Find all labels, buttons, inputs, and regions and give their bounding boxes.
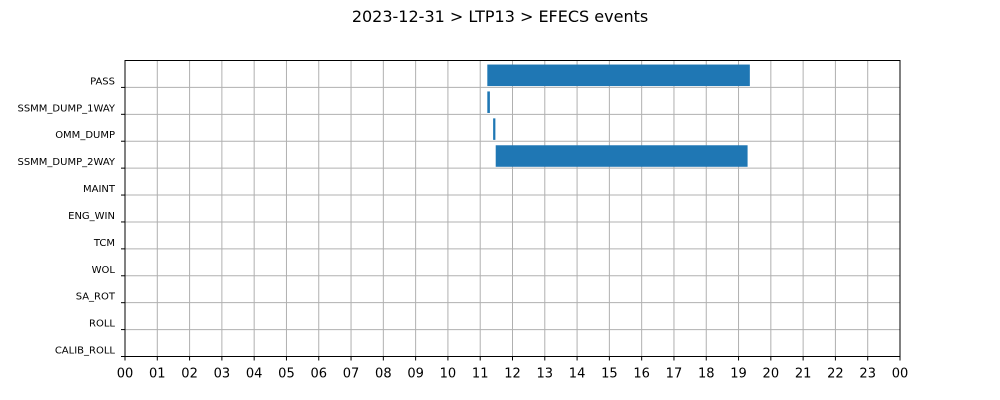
y-axis-ticks: PASS SSMM_DUMP_1WAY OMM_DUMP SSMM_DUMP_2WAY… xyxy=(17,76,125,357)
x-tick-label: 06 xyxy=(310,367,327,382)
event-bar-omm-dump xyxy=(493,118,496,140)
event-bar-ssmm-dump-2way xyxy=(495,145,748,167)
x-tick-label: 02 xyxy=(181,367,198,382)
y-tick-label: OMM_DUMP xyxy=(55,130,115,141)
x-tick-label: 15 xyxy=(601,367,618,382)
x-tick-label: 08 xyxy=(375,367,392,382)
y-tick-label: WOL xyxy=(92,265,116,276)
y-tick-label: CALIB_ROLL xyxy=(55,346,116,357)
event-bar-ssmm-dump-1way xyxy=(487,91,490,113)
x-tick-label: 19 xyxy=(730,367,747,382)
x-axis-ticks: 00 01 02 03 04 05 06 07 08 09 10 11 12 13 14 15 16 17 18 19… xyxy=(117,356,909,382)
x-tick-label: 11 xyxy=(472,367,489,382)
x-tick-label: 16 xyxy=(633,367,650,382)
x-tick-label: 23 xyxy=(859,367,876,382)
x-tick-label: 10 xyxy=(440,367,457,382)
x-tick-label: 18 xyxy=(698,367,715,382)
x-tick-label: 21 xyxy=(795,367,812,382)
x-tick-label: 00 xyxy=(892,367,909,382)
y-tick-label: TCM xyxy=(93,238,115,249)
y-tick-label: ROLL xyxy=(89,319,115,330)
x-tick-label: 20 xyxy=(763,367,780,382)
grid-lines xyxy=(124,60,901,357)
x-tick-label: 07 xyxy=(343,367,360,382)
y-tick-label: MAINT xyxy=(83,184,116,195)
x-tick-label: 03 xyxy=(214,367,231,382)
x-tick-label: 17 xyxy=(666,367,683,382)
y-tick-label: PASS xyxy=(90,76,115,87)
y-tick-label: SA_ROT xyxy=(76,292,116,303)
x-tick-label: 12 xyxy=(504,367,521,382)
x-tick-label: 14 xyxy=(569,367,586,382)
event-bars xyxy=(487,64,750,167)
x-tick-label: 09 xyxy=(407,367,424,382)
x-tick-label: 01 xyxy=(149,367,166,382)
chart-title: 2023-12-31 > LTP13 > EFECS events xyxy=(352,7,648,26)
y-tick-label: SSMM_DUMP_1WAY xyxy=(17,103,115,114)
x-tick-label: 05 xyxy=(278,367,295,382)
x-tick-label: 04 xyxy=(246,367,263,382)
event-bar-pass xyxy=(487,64,750,87)
x-tick-label: 13 xyxy=(537,367,554,382)
y-tick-label: SSMM_DUMP_2WAY xyxy=(17,157,115,168)
x-tick-label: 22 xyxy=(827,367,844,382)
y-tick-label: ENG_WIN xyxy=(68,211,115,222)
x-tick-label: 00 xyxy=(117,367,134,382)
